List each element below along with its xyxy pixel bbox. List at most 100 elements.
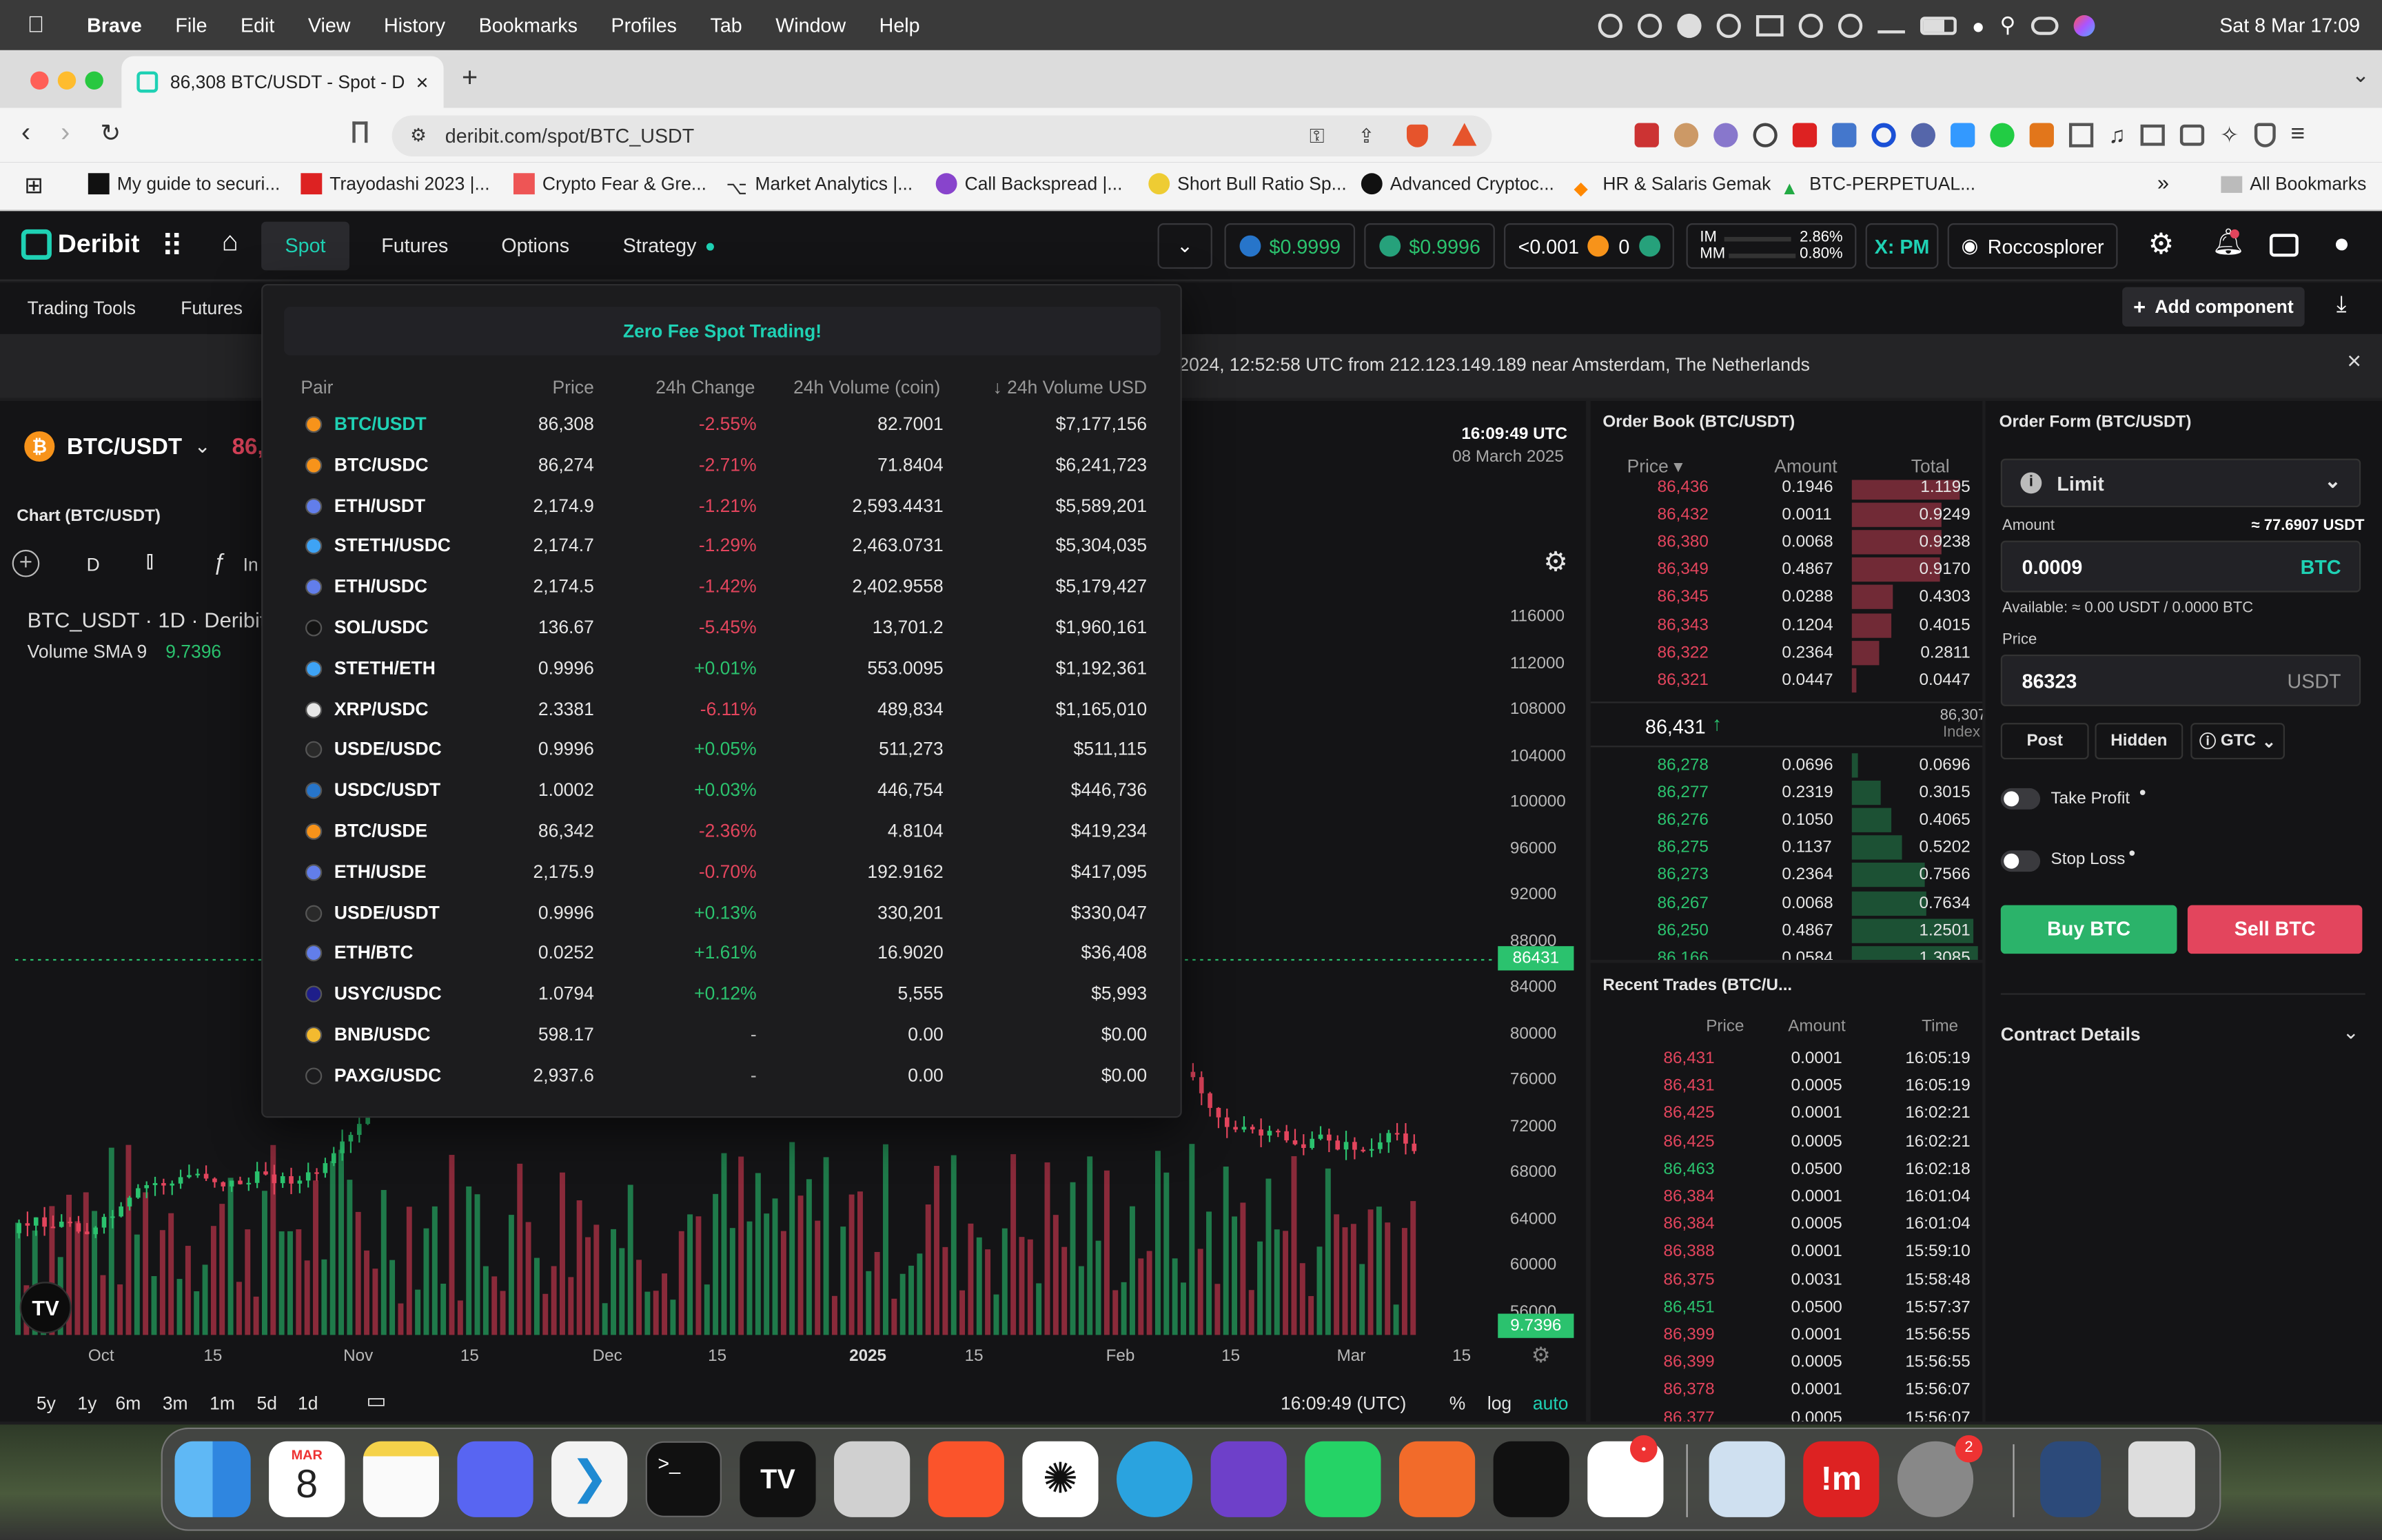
instrument-selector[interactable]: ₿ BTC/USDT ⌄ 86, [24,431,264,462]
notes-icon[interactable] [363,1441,439,1517]
close-window-button[interactable] [30,71,49,90]
sell-button[interactable]: Sell BTC [2187,905,2363,954]
whatsapp-icon[interactable] [1305,1441,1381,1517]
bookmark-item[interactable]: Short Bull Ratio Sp... [1148,173,1347,195]
pair-row[interactable]: USDE/USDT 0.9996 +0.13% 330,201 $330,047 [263,892,1183,933]
usdc-balance[interactable]: $0.9999 [1224,223,1356,269]
reload-icon[interactable]: ↻ [100,121,121,147]
range-5y[interactable]: 5y [36,1393,56,1415]
share-icon[interactable]: ⇪ [1358,124,1375,147]
leo-icon[interactable]: ✧ [2219,123,2239,150]
ask-row[interactable]: 86,349 0.4867 0.9170 [1591,556,1983,584]
preview-icon[interactable] [1709,1441,1785,1517]
collapse-balances-button[interactable]: ⌄ [1157,223,1212,269]
menu-tab[interactable]: Tab [693,13,742,37]
terminal-icon[interactable]: >_ [645,1441,722,1517]
calculator-icon[interactable] [834,1441,910,1517]
pair-row[interactable]: PAXG/USDC 2,937.6 - 0.00 $0.00 [263,1055,1183,1096]
menu-edit[interactable]: Edit [223,13,274,37]
settings-gear-icon[interactable]: ⚙ [2148,229,2175,262]
forward-icon[interactable]: › [61,116,70,147]
extension-icon[interactable] [1871,123,1896,147]
status-app-icon[interactable] [1598,12,1622,38]
new-tab-icon[interactable]: + [462,62,478,93]
extension-icon[interactable] [1832,123,1857,147]
price-input[interactable]: 86323 USDT [2000,654,2361,706]
extension-icon[interactable] [1911,123,1936,147]
amount-currency[interactable]: BTC [2300,555,2341,579]
nav-futures[interactable]: Futures [381,234,449,257]
bookmark-item[interactable]: ▲ BTC-PERPETUAL... [1780,173,1975,198]
tab-list-chevron-icon[interactable]: ⌄ [2351,62,2370,87]
extension-icon[interactable] [1753,123,1778,147]
status-app-icon[interactable] [1638,12,1662,38]
bid-row[interactable]: 86,275 0.1137 0.5202 [1591,834,1983,862]
media-icon[interactable]: ♫ [2108,122,2126,148]
time-in-force-select[interactable]: ⓘ GTC ⌄ [2190,723,2285,760]
pen-app-icon[interactable] [1398,1441,1476,1517]
brave-shields-icon[interactable] [1406,124,1428,147]
time-axis-settings-icon[interactable]: ⚙ [1531,1342,1551,1367]
pair-row[interactable]: BTC/USDE 86,342 -2.36% 4.8104 $419,234 [263,811,1183,852]
finder-icon[interactable] [174,1441,251,1517]
interval-button[interactable]: D [86,554,100,576]
range-5d[interactable]: 5d [256,1393,277,1415]
menu-profiles[interactable]: Profiles [593,13,677,37]
pair-row[interactable]: STETH/USDC 2,174.7 -1.29% 2,463.0731 $5,304,… [263,526,1183,566]
range-1m[interactable]: 1m [210,1393,235,1415]
menu-help[interactable]: Help [862,13,920,37]
download-layout-icon[interactable]: ⤓ [2336,291,2347,318]
ask-row[interactable]: 86,436 0.1946 1.1195 [1591,480,1983,501]
notification-bell-icon[interactable]: 🔔︎ [2212,227,2245,257]
bid-row[interactable]: 86,276 0.1050 0.4065 [1591,807,1983,834]
vpn-icon[interactable] [2254,123,2276,147]
battery-icon[interactable] [1920,16,1957,34]
margin-indicator[interactable]: IM 2.86% MM 0.80% [1686,223,1857,269]
imessage-app-icon[interactable]: !m [1803,1441,1880,1517]
range-6m[interactable]: 6m [115,1393,141,1415]
wifi-icon[interactable]: ● [1971,12,1985,38]
brave-rewards-icon[interactable] [1452,123,1477,146]
bid-row[interactable]: 86,166 0.0584 1.3085 [1591,944,1983,960]
extension-icon[interactable] [1634,123,1659,147]
pair-row[interactable]: BNB/USDC 598.17 - 0.00 $0.00 [263,1014,1183,1055]
menu-window[interactable]: Window [758,13,846,37]
metamask-icon[interactable] [2029,123,2054,147]
bid-row[interactable]: 86,277 0.2319 0.3015 [1591,779,1983,807]
status-app-icon[interactable] [1716,12,1741,38]
all-bookmarks-folder[interactable]: All Bookmarks [2221,173,2366,194]
range-1d[interactable]: 1d [298,1393,318,1415]
extension-icon[interactable] [1951,123,1975,147]
status-app-icon[interactable] [1755,14,1784,36]
candle-type-icon[interactable]: ⫾ [145,548,154,575]
nav-options[interactable]: Options [501,234,570,257]
crypto-balance[interactable]: <0.001 0 [1504,223,1674,269]
home-icon[interactable]: ⌂ [221,226,238,257]
zoom-window-button[interactable] [85,71,103,90]
goto-date-icon[interactable]: ▭ [366,1388,387,1413]
pair-row[interactable]: USDC/USDT 1.0002 +0.03% 446,754 $446,736 [263,770,1183,811]
amount-input[interactable]: 0.0009 BTC [2000,540,2361,593]
add-component-button[interactable]: + Add component [2122,287,2305,327]
pair-row[interactable]: ETH/USDE 2,175.9 -0.70% 192.9162 $417,095 [263,852,1183,892]
chart-settings-gear-icon[interactable]: ⚙ [1543,546,1568,577]
menu-history[interactable]: History [367,13,445,37]
stop-loss-info-icon[interactable]: ● [2128,845,2136,860]
control-center-icon[interactable] [2030,16,2058,34]
menu-view[interactable]: View [291,13,351,37]
trash-icon[interactable] [2128,1441,2195,1517]
buy-button[interactable]: Buy BTC [2000,905,2177,954]
wallet-icon[interactable] [2269,234,2299,257]
back-icon[interactable]: ‹ [21,116,31,147]
header-pair[interactable]: Pair [301,376,334,398]
pair-row[interactable]: ETH/BTC 0.0252 +1.61% 16.9020 $36,408 [263,933,1183,974]
downloads-stack-icon[interactable] [2040,1441,2101,1517]
bid-row[interactable]: 86,267 0.0068 0.7634 [1591,890,1983,917]
pair-row[interactable]: SOL/USDC 136.67 -5.45% 13,701.2 $1,960,161 [263,608,1183,648]
header-price[interactable]: Price [552,376,594,398]
pair-row[interactable]: BTC/USDC 86,274 -2.71% 71.8404 $6,241,723 [263,444,1183,485]
margin-mode-button[interactable]: X: PM [1865,223,1939,269]
take-profit-info-icon[interactable]: ● [2139,785,2147,799]
percent-toggle[interactable]: % [1449,1393,1466,1415]
wallet-icon[interactable] [2180,124,2205,146]
